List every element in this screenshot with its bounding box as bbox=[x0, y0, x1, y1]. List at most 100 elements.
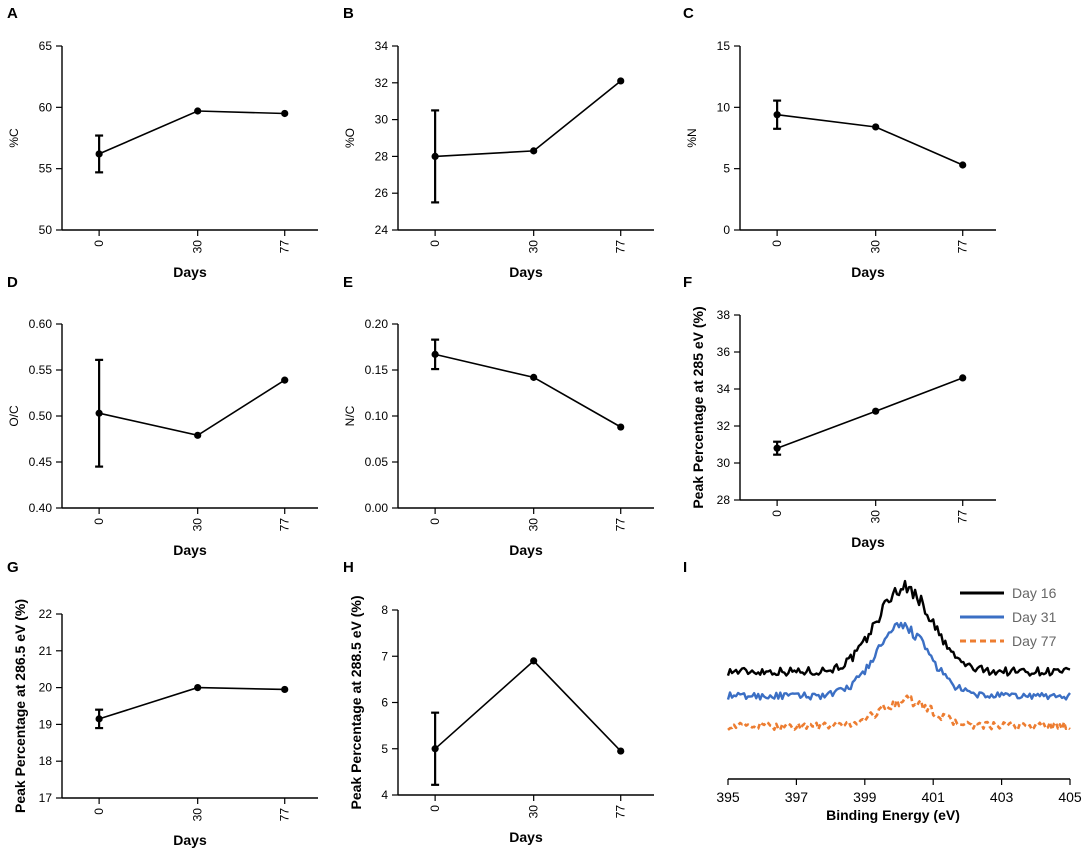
x-tick-label: 401 bbox=[922, 789, 946, 805]
y-tick-label: 26 bbox=[375, 186, 389, 200]
x-tick-label: 405 bbox=[1058, 789, 1082, 805]
x-axis-title: Days bbox=[509, 264, 543, 280]
y-tick-label: 15 bbox=[717, 39, 731, 53]
y-tick-label: 5 bbox=[723, 162, 730, 176]
x-tick-label: 77 bbox=[614, 518, 628, 532]
data-point bbox=[95, 150, 103, 158]
y-tick-label: 0.60 bbox=[29, 317, 53, 331]
series-line bbox=[434, 659, 622, 752]
data-point bbox=[431, 152, 439, 160]
x-tick-label: 0 bbox=[92, 808, 106, 815]
y-tick-label: 0 bbox=[723, 223, 730, 237]
x-tick-label: 399 bbox=[853, 789, 877, 805]
y-tick-label: 0.00 bbox=[365, 501, 389, 515]
x-tick-label: 30 bbox=[191, 240, 205, 254]
y-tick-label: 28 bbox=[717, 493, 731, 507]
x-tick-label: 0 bbox=[770, 510, 784, 517]
x-tick-label: 30 bbox=[527, 240, 541, 254]
y-tick-label: 32 bbox=[375, 76, 389, 90]
panel-a: A 50 55 60 65 0 30 77 Days %C bbox=[7, 5, 318, 280]
y-tick-label: 0.05 bbox=[365, 455, 389, 469]
data-point bbox=[617, 747, 625, 755]
panel-f: F 28 30 32 34 36 38 0 30 77 Days Peak Percentage at… bbox=[683, 274, 996, 550]
y-axis-title: Peak Percentage at 288.5 eV (%) bbox=[348, 595, 364, 809]
x-tick-label: 397 bbox=[785, 789, 809, 805]
panel-letter: I bbox=[683, 559, 687, 576]
y-tick-label: 0.10 bbox=[365, 409, 389, 423]
x-axis-title: Days bbox=[173, 832, 207, 848]
x-axis-title: Days bbox=[509, 829, 543, 845]
y-axis-title: O/C bbox=[7, 405, 21, 427]
data-point bbox=[530, 373, 538, 381]
y-tick-label: 22 bbox=[39, 607, 53, 621]
x-tick-label: 0 bbox=[92, 518, 106, 525]
y-tick-label: 20 bbox=[39, 681, 53, 695]
x-tick-label: 30 bbox=[869, 510, 883, 524]
data-point bbox=[872, 407, 880, 415]
x-tick-label: 77 bbox=[956, 240, 970, 254]
y-tick-label: 36 bbox=[717, 345, 731, 359]
spectrum-line bbox=[726, 579, 1071, 677]
x-tick-label: 30 bbox=[527, 805, 541, 819]
y-tick-label: 34 bbox=[375, 39, 389, 53]
series-line bbox=[98, 379, 286, 437]
spectrum-line bbox=[726, 621, 1071, 701]
y-tick-label: 8 bbox=[381, 603, 388, 617]
y-axis-title: %O bbox=[343, 128, 357, 148]
y-tick-label: 7 bbox=[381, 649, 388, 663]
legend-label: Day 16 bbox=[1012, 585, 1057, 601]
x-tick-label: 0 bbox=[428, 805, 442, 812]
data-point bbox=[530, 147, 538, 155]
x-tick-label: 403 bbox=[990, 789, 1014, 805]
series-line bbox=[98, 110, 285, 155]
y-axis-title: Peak Percentage at 285 eV (%) bbox=[690, 306, 706, 508]
panel-i: I 395 397 399 401 403 405 Binding Energy (eV) Da… bbox=[683, 559, 1082, 823]
panel-letter: B bbox=[343, 5, 354, 22]
panel-letter: F bbox=[683, 274, 692, 291]
panel-g: G 17 18 19 20 21 22 0 30 77 Days Peak Percentage at… bbox=[7, 559, 318, 848]
x-tick-label: 395 bbox=[716, 789, 740, 805]
series-line bbox=[776, 377, 963, 449]
data-point bbox=[431, 350, 439, 358]
y-tick-label: 21 bbox=[39, 644, 53, 658]
y-tick-label: 5 bbox=[381, 742, 388, 756]
y-tick-label: 0.45 bbox=[29, 455, 53, 469]
data-point bbox=[959, 161, 967, 169]
x-axis-title: Days bbox=[509, 542, 543, 558]
legend-label: Day 77 bbox=[1012, 633, 1057, 649]
y-tick-label: 0.15 bbox=[365, 363, 389, 377]
panel-b: B 24 26 28 30 32 34 0 30 77 Days %O bbox=[343, 5, 654, 280]
y-tick-label: 65 bbox=[39, 39, 53, 53]
data-point bbox=[95, 409, 103, 417]
y-tick-label: 55 bbox=[39, 162, 53, 176]
series-line bbox=[434, 353, 622, 428]
data-point bbox=[281, 376, 289, 384]
data-point bbox=[281, 109, 289, 118]
x-tick-label: 30 bbox=[191, 808, 205, 822]
y-tick-label: 6 bbox=[381, 696, 388, 710]
y-tick-label: 0.40 bbox=[29, 501, 53, 515]
data-point bbox=[530, 657, 538, 665]
y-tick-label: 34 bbox=[717, 382, 731, 396]
data-point bbox=[773, 111, 781, 119]
y-tick-label: 30 bbox=[375, 113, 389, 127]
y-tick-label: 24 bbox=[375, 223, 389, 237]
panel-letter: A bbox=[7, 5, 18, 22]
y-tick-label: 10 bbox=[717, 100, 731, 114]
data-point bbox=[617, 77, 625, 85]
data-point bbox=[773, 444, 781, 452]
panel-c: C 0 5 10 15 0 30 77 Days %N bbox=[683, 5, 996, 280]
data-point bbox=[194, 107, 202, 115]
x-tick-label: 0 bbox=[770, 240, 784, 247]
panel-letter: E bbox=[343, 274, 353, 291]
panel-h: H 4 5 6 7 8 0 30 77 Days Peak Percentage at 288.5 … bbox=[343, 559, 654, 845]
y-tick-label: 0.20 bbox=[365, 317, 389, 331]
y-tick-label: 32 bbox=[717, 419, 731, 433]
data-point bbox=[194, 431, 202, 439]
data-point bbox=[959, 374, 967, 382]
x-tick-label: 30 bbox=[527, 518, 541, 532]
y-tick-label: 0.55 bbox=[29, 363, 53, 377]
y-axis-title: Peak Percentage at 286.5 eV (%) bbox=[12, 599, 28, 813]
data-point bbox=[281, 685, 289, 694]
